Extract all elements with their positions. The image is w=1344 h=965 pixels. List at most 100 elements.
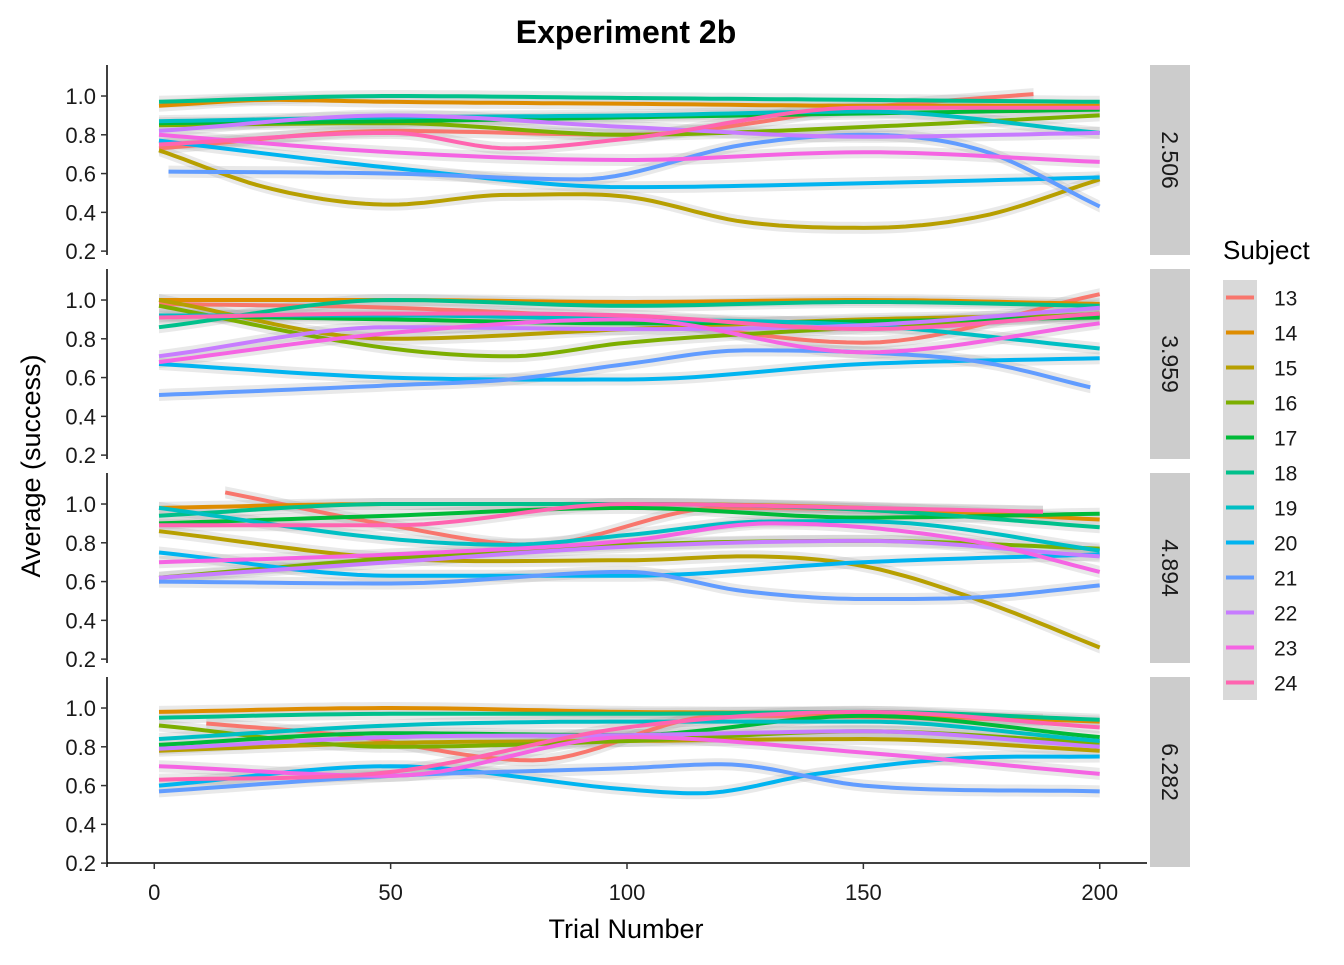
series-line-subject-22	[158, 538, 1100, 580]
series-line-subject-23	[158, 521, 1101, 574]
series-line-subject-22	[158, 305, 1100, 359]
y-tick-label: 1.0	[65, 84, 96, 109]
legend-label: 19	[1274, 498, 1297, 521]
ci-band-subject-23	[159, 517, 1100, 578]
x-tick-label: 150	[845, 880, 882, 905]
y-tick-label: 0.4	[65, 200, 96, 225]
series-line-subject-24	[158, 105, 1100, 151]
legend-item-13: 13	[1223, 280, 1297, 315]
series-line-subject-15	[158, 148, 1101, 230]
y-tick-label: 1.0	[65, 696, 96, 721]
y-tick-label: 0.4	[65, 812, 96, 837]
legend-label: 17	[1274, 428, 1297, 451]
legend-item-24: 24	[1223, 665, 1298, 700]
legend-title: Subject	[1223, 235, 1310, 265]
y-tick-label: 0.6	[65, 162, 96, 187]
ci-band-subject-19	[159, 501, 1100, 557]
x-tick-label: 100	[609, 880, 646, 905]
legend-label: 13	[1274, 288, 1297, 311]
series-line-subject-18	[158, 94, 1100, 104]
facet-strip-label: 4.894	[1157, 539, 1183, 597]
ci-band-subject-22	[159, 301, 1100, 363]
series-line-subject-23	[158, 735, 1100, 778]
ci-band-subject-13	[159, 88, 1034, 155]
legend-item-17: 17	[1223, 420, 1297, 455]
series-line-subject-23	[158, 132, 1100, 164]
legend-item-22: 22	[1223, 595, 1297, 630]
legend-label: 16	[1274, 393, 1297, 416]
legend-label: 22	[1274, 603, 1297, 626]
ci-band-subject-20	[159, 134, 1100, 194]
y-tick-label: 0.2	[65, 851, 96, 876]
facet-strip	[1150, 65, 1190, 255]
x-axis: 0 50 100 150 200	[107, 862, 1147, 905]
facet-panel-2: 0.2 0.4 0.6 0.8 1.0 4.894	[65, 473, 1190, 672]
series-line-subject-24	[158, 311, 1100, 332]
x-tick-label: 50	[378, 880, 402, 905]
series-line-subject-20	[158, 138, 1100, 190]
legend-label: 18	[1274, 463, 1297, 486]
ci-band-subject-21	[159, 565, 1100, 605]
facet-panel-0: 0.2 0.4 0.6 0.8 1.0 2.506	[65, 65, 1190, 264]
y-tick-label: 0.2	[65, 443, 96, 468]
y-tick-label: 0.6	[65, 774, 96, 799]
facet-strip-label: 6.282	[1157, 743, 1183, 801]
chart-title: Experiment 2b	[516, 14, 737, 50]
y-tick-label: 0.6	[65, 366, 96, 391]
ci-band-subject-20	[159, 750, 1100, 800]
series-line-subject-21	[158, 762, 1100, 794]
facet-panel-1: 0.2 0.4 0.6 0.8 1.0 3.959	[65, 269, 1190, 468]
y-tick-label: 0.8	[65, 735, 96, 760]
x-tick-label: 0	[148, 880, 160, 905]
legend-item-23: 23	[1223, 630, 1297, 665]
legend-label: 20	[1274, 533, 1297, 556]
series-line-subject-20	[158, 754, 1100, 796]
legend-item-21: 21	[1223, 560, 1297, 595]
y-tick-label: 0.6	[65, 570, 96, 595]
legend-label: 14	[1274, 323, 1298, 346]
series-line-subject-19	[158, 505, 1100, 553]
ci-band-subject-16	[159, 299, 1100, 363]
legend-label: 24	[1274, 673, 1298, 696]
y-tick-label: 0.8	[65, 327, 96, 352]
series-line-subject-19	[158, 719, 1100, 743]
y-tick-label: 0.8	[65, 123, 96, 148]
y-tick-label: 0.4	[65, 404, 96, 429]
y-tick-label: 0.4	[65, 608, 96, 633]
legend-item-20: 20	[1223, 525, 1297, 560]
legend-label: 23	[1274, 638, 1297, 661]
y-tick-label: 0.2	[65, 647, 96, 672]
series-line-subject-21	[168, 132, 1101, 209]
ci-band-subject-23	[159, 128, 1100, 168]
series-line-subject-24	[158, 709, 1100, 782]
y-axis-title: Average (success)	[16, 354, 46, 577]
facet-strip-label: 2.506	[1157, 131, 1183, 189]
facet-strip	[1150, 473, 1190, 663]
legend-item-19: 19	[1223, 490, 1297, 525]
y-tick-label: 1.0	[65, 288, 96, 313]
legend-item-14: 14	[1223, 315, 1298, 350]
series-line-subject-18	[158, 298, 1100, 330]
series-line-subject-24	[159, 502, 1044, 528]
ci-band-subject-20	[159, 546, 1100, 582]
series-line-subject-17	[158, 505, 1100, 526]
x-tick-label: 200	[1081, 880, 1118, 905]
legend-label: 21	[1274, 568, 1297, 591]
legend-item-16: 16	[1223, 385, 1297, 420]
x-axis-title: Trial Number	[548, 914, 703, 944]
series-line-subject-22	[158, 113, 1100, 139]
series-line-subject-20	[158, 356, 1100, 382]
facet-panels: 0.2 0.4 0.6 0.8 1.0 2.506 0.2 0.4 0.6 0.8 1.0 3.959…	[65, 65, 1190, 876]
y-tick-label: 0.2	[65, 239, 96, 264]
facet-strip-label: 3.959	[1157, 335, 1183, 393]
y-tick-label: 1.0	[65, 492, 96, 517]
legend: Subject 13 14 15 16 17 18 19 20 21 22 23 24	[1223, 235, 1310, 700]
series-line-subject-21	[158, 569, 1100, 601]
series-line-subject-21	[158, 348, 1091, 397]
ci-band-subject-13	[225, 486, 1043, 551]
legend-item-18: 18	[1223, 455, 1297, 490]
facet-strip	[1150, 269, 1190, 459]
legend-item-15: 15	[1223, 350, 1297, 385]
y-tick-label: 0.8	[65, 531, 96, 556]
